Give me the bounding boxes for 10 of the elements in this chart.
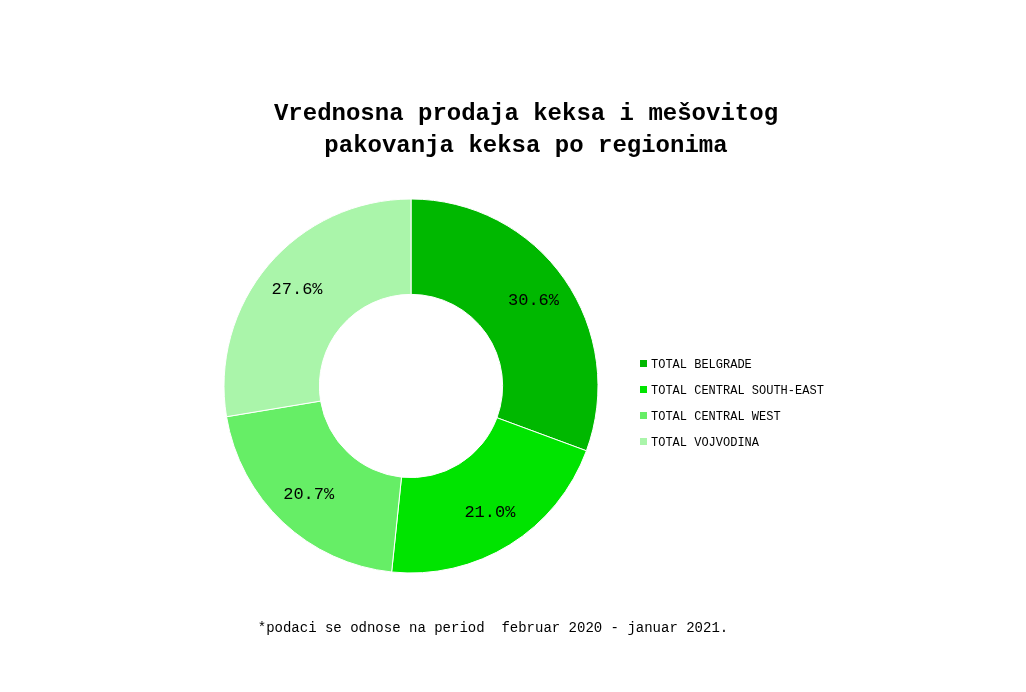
legend-label: TOTAL BELGRADE bbox=[651, 358, 752, 372]
chart-title: Vrednosna prodaja keksa i mešovitog pakovanja keksa po regionima bbox=[273, 100, 779, 159]
legend-label: TOTAL VOJVODINA bbox=[651, 436, 760, 450]
legend-label: TOTAL CENTRAL SOUTH-EAST bbox=[651, 384, 824, 398]
data-label: 21.0% bbox=[464, 503, 517, 523]
data-label: 30.6% bbox=[508, 291, 560, 311]
data-label: 20.7% bbox=[283, 485, 335, 505]
text: *podaci se odnose na period februar 2020 - januar 2021. bbox=[257, 620, 729, 636]
legend-label: TOTAL CENTRAL WEST bbox=[651, 410, 781, 424]
data-label: 27.6% bbox=[271, 279, 324, 299]
